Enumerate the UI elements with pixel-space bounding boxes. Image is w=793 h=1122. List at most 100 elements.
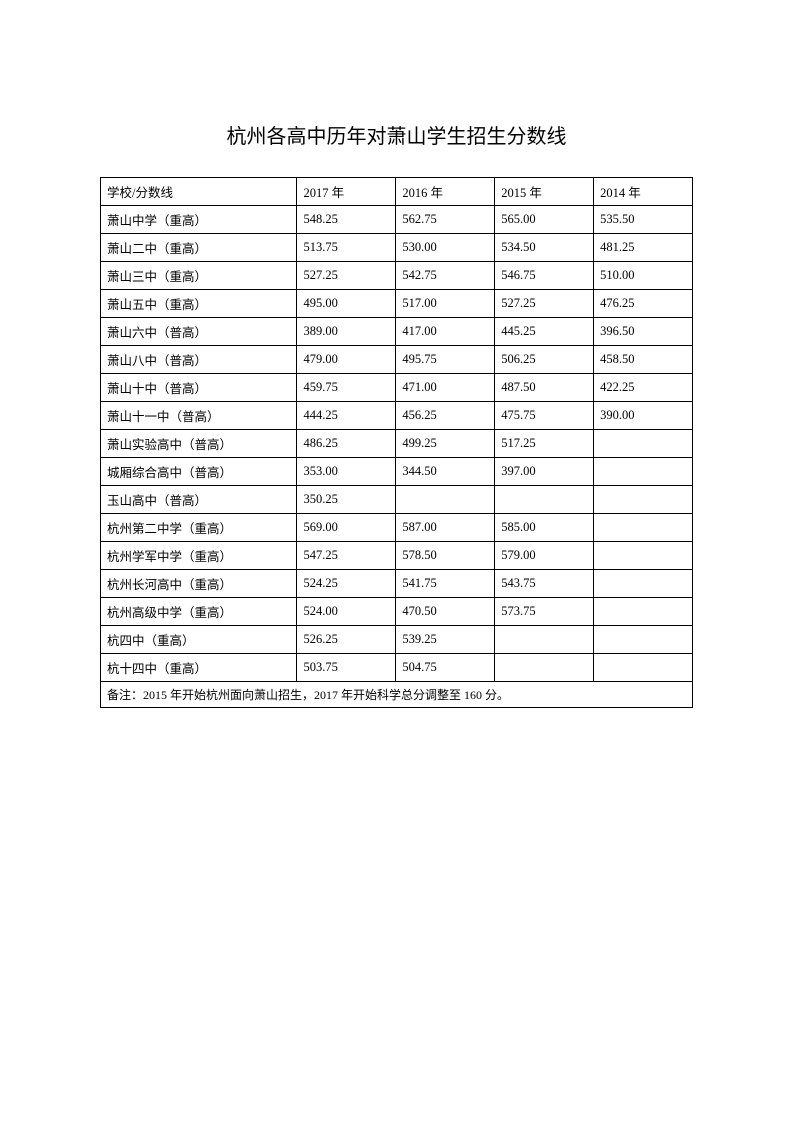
school-name-cell: 萧山十中（普高） (101, 374, 297, 402)
score-cell: 444.25 (297, 402, 396, 430)
score-cell: 565.00 (495, 206, 594, 234)
score-cell: 344.50 (396, 458, 495, 486)
school-name-cell: 杭州第二中学（重高） (101, 514, 297, 542)
table-header-cell: 2017 年 (297, 178, 396, 206)
table-row: 萧山二中（重高）513.75530.00534.50481.25 (101, 234, 693, 262)
score-cell: 527.25 (495, 290, 594, 318)
score-cell: 389.00 (297, 318, 396, 346)
table-row: 萧山实验高中（普高）486.25499.25517.25 (101, 430, 693, 458)
table-header-cell: 2014 年 (594, 178, 693, 206)
score-cell: 546.75 (495, 262, 594, 290)
score-cell: 579.00 (495, 542, 594, 570)
score-cell: 524.25 (297, 570, 396, 598)
table-header-row: 学校/分数线2017 年2016 年2015 年2014 年 (101, 178, 693, 206)
school-name-cell: 萧山三中（重高） (101, 262, 297, 290)
score-cell: 527.25 (297, 262, 396, 290)
score-cell: 481.25 (594, 234, 693, 262)
score-cell: 517.25 (495, 430, 594, 458)
table-row: 杭十四中（重高）503.75504.75 (101, 654, 693, 682)
score-cell: 475.75 (495, 402, 594, 430)
score-cell: 526.25 (297, 626, 396, 654)
score-cell: 499.25 (396, 430, 495, 458)
school-name-cell: 萧山五中（重高） (101, 290, 297, 318)
page-title: 杭州各高中历年对萧山学生招生分数线 (100, 120, 693, 149)
table-row: 萧山中学（重高）548.25562.75565.00535.50 (101, 206, 693, 234)
score-cell: 539.25 (396, 626, 495, 654)
school-name-cell: 杭四中（重高） (101, 626, 297, 654)
score-cell: 456.25 (396, 402, 495, 430)
score-cell (594, 430, 693, 458)
footnote-cell: 备注：2015 年开始杭州面向萧山招生，2017 年开始科学总分调整至 160 … (101, 682, 693, 708)
table-row: 萧山八中（普高）479.00495.75506.25458.50 (101, 346, 693, 374)
score-cell: 470.50 (396, 598, 495, 626)
school-name-cell: 城厢综合高中（普高） (101, 458, 297, 486)
score-cell: 495.75 (396, 346, 495, 374)
score-cell (495, 654, 594, 682)
table-row: 杭州高级中学（重高）524.00470.50573.75 (101, 598, 693, 626)
score-cell: 585.00 (495, 514, 594, 542)
score-cell (594, 514, 693, 542)
score-cell: 542.75 (396, 262, 495, 290)
score-cell (594, 654, 693, 682)
table-row: 杭州第二中学（重高）569.00587.00585.00 (101, 514, 693, 542)
score-cell: 350.25 (297, 486, 396, 514)
score-cell (594, 542, 693, 570)
school-name-cell: 杭州高级中学（重高） (101, 598, 297, 626)
score-cell: 471.00 (396, 374, 495, 402)
table-row: 萧山五中（重高）495.00517.00527.25476.25 (101, 290, 693, 318)
school-name-cell: 萧山二中（重高） (101, 234, 297, 262)
school-name-cell: 萧山实验高中（普高） (101, 430, 297, 458)
school-name-cell: 萧山十一中（普高） (101, 402, 297, 430)
score-cell: 504.75 (396, 654, 495, 682)
score-cell: 459.75 (297, 374, 396, 402)
score-cell: 353.00 (297, 458, 396, 486)
score-cell (495, 626, 594, 654)
score-cell: 422.25 (594, 374, 693, 402)
score-cell: 445.25 (495, 318, 594, 346)
score-cell: 578.50 (396, 542, 495, 570)
score-cell (594, 570, 693, 598)
score-cell: 486.25 (297, 430, 396, 458)
score-cell: 503.75 (297, 654, 396, 682)
score-cell: 534.50 (495, 234, 594, 262)
table-header-cell: 学校/分数线 (101, 178, 297, 206)
school-name-cell: 萧山六中（普高） (101, 318, 297, 346)
score-cell: 587.00 (396, 514, 495, 542)
score-cell: 541.75 (396, 570, 495, 598)
score-cell: 396.50 (594, 318, 693, 346)
score-cell: 417.00 (396, 318, 495, 346)
score-cell (594, 458, 693, 486)
score-cell: 562.75 (396, 206, 495, 234)
table-row: 城厢综合高中（普高）353.00344.50397.00 (101, 458, 693, 486)
table-row: 杭州长河高中（重高）524.25541.75543.75 (101, 570, 693, 598)
score-cell (396, 486, 495, 514)
score-cell: 547.25 (297, 542, 396, 570)
footnote-row: 备注：2015 年开始杭州面向萧山招生，2017 年开始科学总分调整至 160 … (101, 682, 693, 708)
score-cell: 573.75 (495, 598, 594, 626)
score-cell: 458.50 (594, 346, 693, 374)
score-cell: 517.00 (396, 290, 495, 318)
score-cell: 543.75 (495, 570, 594, 598)
score-cell: 495.00 (297, 290, 396, 318)
score-cell: 548.25 (297, 206, 396, 234)
table-row: 萧山十一中（普高）444.25456.25475.75390.00 (101, 402, 693, 430)
school-name-cell: 杭十四中（重高） (101, 654, 297, 682)
score-cell (594, 598, 693, 626)
score-cell: 524.00 (297, 598, 396, 626)
school-name-cell: 玉山高中（普高） (101, 486, 297, 514)
score-cell: 397.00 (495, 458, 594, 486)
table-row: 杭四中（重高）526.25539.25 (101, 626, 693, 654)
score-cell: 535.50 (594, 206, 693, 234)
score-cell (495, 486, 594, 514)
school-name-cell: 杭州长河高中（重高） (101, 570, 297, 598)
school-name-cell: 萧山八中（普高） (101, 346, 297, 374)
school-name-cell: 杭州学军中学（重高） (101, 542, 297, 570)
score-cell (594, 626, 693, 654)
table-row: 萧山六中（普高）389.00417.00445.25396.50 (101, 318, 693, 346)
table-row: 杭州学军中学（重高）547.25578.50579.00 (101, 542, 693, 570)
score-cell: 506.25 (495, 346, 594, 374)
score-cell: 510.00 (594, 262, 693, 290)
school-name-cell: 萧山中学（重高） (101, 206, 297, 234)
score-table: 学校/分数线2017 年2016 年2015 年2014 年萧山中学（重高）54… (100, 177, 693, 708)
score-cell (594, 486, 693, 514)
